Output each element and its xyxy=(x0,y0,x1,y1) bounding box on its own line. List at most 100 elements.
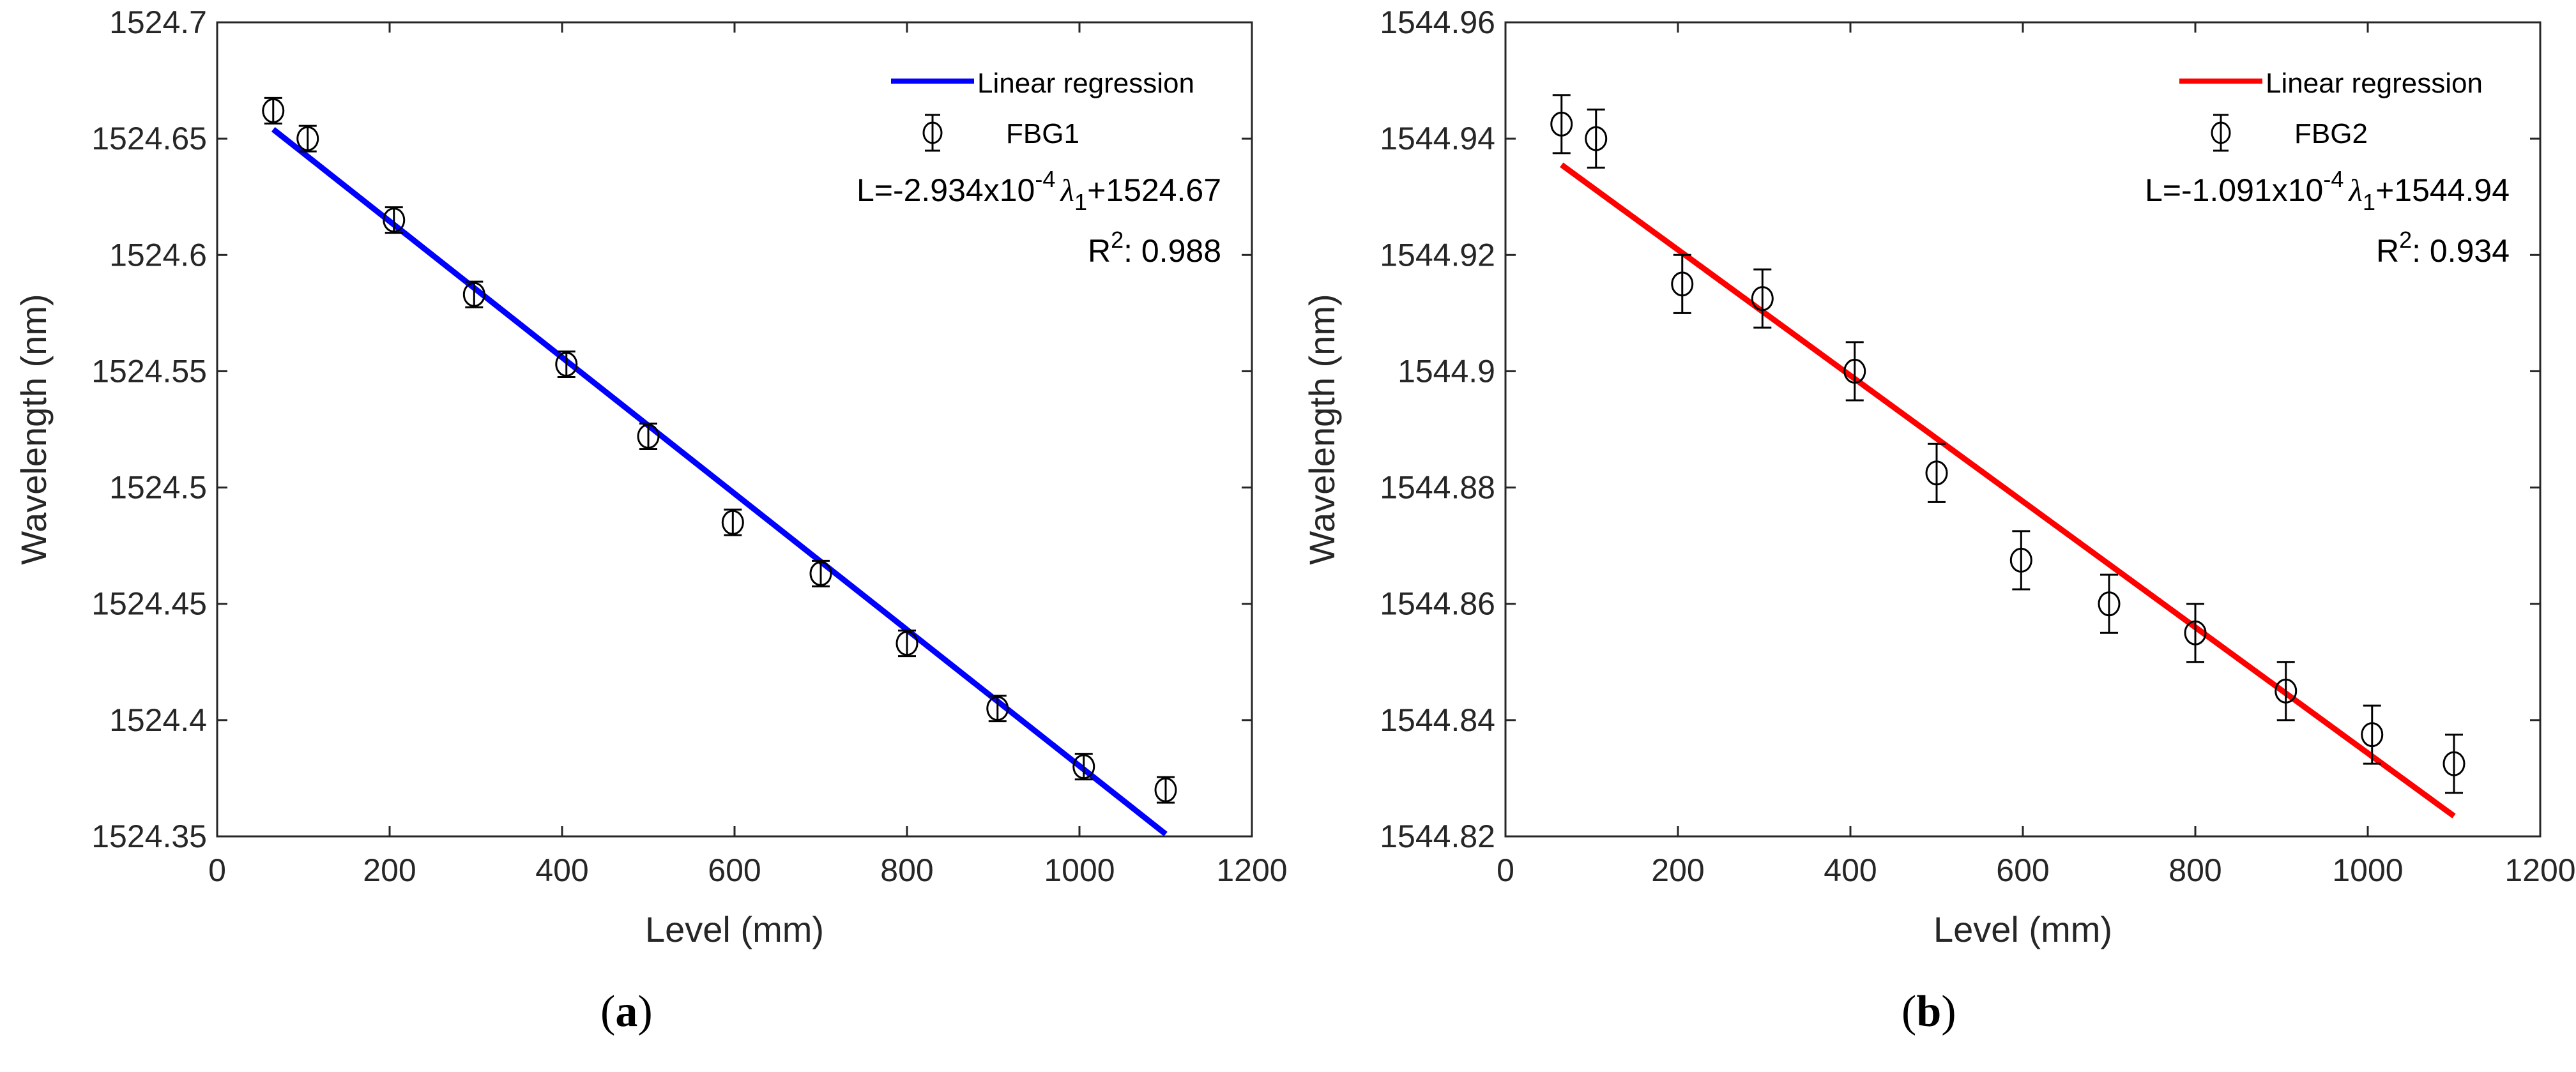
data-marker xyxy=(262,98,285,123)
data-point xyxy=(462,280,485,308)
regression-line xyxy=(1560,162,2456,819)
data-marker xyxy=(637,423,660,449)
data-point xyxy=(1751,268,1774,329)
y-axis-label: Wavelength (nm) xyxy=(13,294,54,564)
panel-a-label: (a) xyxy=(600,987,653,1036)
data-marker xyxy=(1154,777,1177,803)
data-marker xyxy=(1072,754,1095,780)
equation-suffix: +1524.67 xyxy=(1087,172,1221,208)
r-squared-value: R2: 0.934 xyxy=(2376,227,2510,269)
data-point xyxy=(2009,530,2032,591)
data-marker xyxy=(2098,591,2121,617)
data-marker xyxy=(809,561,832,586)
chart-b-svg: 0 200 400 600 800 1000 1200 1544.82 1544.84 1544.… xyxy=(1302,4,2576,949)
x-tick-label: 800 xyxy=(880,852,933,888)
data-marker xyxy=(1550,111,1573,137)
data-point xyxy=(1925,442,1948,503)
data-point xyxy=(1671,253,1694,314)
data-point xyxy=(262,96,285,125)
equation-lambda: λ xyxy=(1059,172,1074,208)
y-tick-label: 1544.88 xyxy=(1380,470,1495,506)
chart-panel-a: 0 200 400 600 800 1000 1200 1524.35 1524.4 1524.4… xyxy=(13,4,1288,1036)
x-tick-label: 1000 xyxy=(1044,852,1115,888)
data-point xyxy=(555,350,578,379)
equation-suffix: +1544.94 xyxy=(2375,172,2510,208)
data-marker xyxy=(2184,620,2207,645)
y-tick-label: 1524.35 xyxy=(91,819,207,854)
legend-marker xyxy=(922,121,943,144)
data-marker xyxy=(986,696,1009,721)
legend-fit-label: Linear regression xyxy=(977,68,1194,99)
x-tick-label: 600 xyxy=(708,852,761,888)
r2-value: : 0.988 xyxy=(1124,233,1221,269)
data-point xyxy=(2275,661,2298,721)
r2-superscript: 2 xyxy=(2399,227,2412,253)
data-marker xyxy=(296,126,319,151)
data-marker xyxy=(1843,358,1866,384)
y-tick-label: 1524.6 xyxy=(109,237,207,273)
legend-marker xyxy=(2211,121,2231,144)
equation-prefix: L=-2.934x10 xyxy=(857,172,1035,208)
x-tick-label: 1000 xyxy=(2332,852,2403,888)
chart-panel-b: 0 200 400 600 800 1000 1200 1544.82 1544.84 1544.… xyxy=(1288,0,2576,1072)
data-point xyxy=(383,206,406,234)
legend-data-label: FBG1 xyxy=(1006,118,1079,149)
r-squared-value: R2: 0.988 xyxy=(1088,227,1221,269)
equation-lambda: λ xyxy=(2347,172,2363,208)
plot-area-frame xyxy=(216,21,1253,838)
data-marker xyxy=(1751,286,1774,312)
r2-superscript: 2 xyxy=(1111,227,1124,253)
data-marker xyxy=(2009,547,2032,573)
data-point xyxy=(896,630,918,658)
data-point xyxy=(986,695,1009,723)
data-point xyxy=(296,125,319,153)
x-tick-label: 400 xyxy=(535,852,588,888)
equation-exponent: -4 xyxy=(2323,166,2344,192)
x-axis-label: Level (mm) xyxy=(645,909,824,949)
data-point xyxy=(1154,776,1177,804)
legend-data-label: FBG2 xyxy=(2294,118,2368,149)
x-axis-label: Level (mm) xyxy=(1933,909,2112,949)
y-tick-label: 1544.94 xyxy=(1380,121,1495,156)
data-marker xyxy=(721,510,744,535)
regression-line xyxy=(271,127,1168,836)
equation-exponent: -4 xyxy=(1035,166,1055,192)
equation-subscript: 1 xyxy=(1074,189,1087,215)
data-marker xyxy=(1671,271,1694,297)
x-tick-label: 200 xyxy=(1651,852,1704,888)
y-tick-label: 1544.86 xyxy=(1380,586,1495,622)
data-marker xyxy=(383,208,406,233)
x-tick-label: 400 xyxy=(1824,852,1877,888)
data-point xyxy=(2443,734,2465,794)
x-tick-label: 800 xyxy=(2168,852,2222,888)
plot-area-frame xyxy=(1504,21,2542,838)
data-point xyxy=(1072,753,1095,781)
y-tick-label: 1524.5 xyxy=(109,470,207,506)
r2-value: : 0.934 xyxy=(2412,233,2510,269)
panel-b-label: (b) xyxy=(1902,987,1956,1036)
x-tick-label: 1200 xyxy=(2504,852,2575,888)
x-tick-label: 1200 xyxy=(1216,852,1287,888)
data-marker xyxy=(2275,678,2298,704)
data-point xyxy=(1843,341,1866,402)
data-point xyxy=(2098,573,2121,634)
data-marker xyxy=(555,352,578,377)
x-tick-label: 600 xyxy=(1996,852,2049,888)
data-marker xyxy=(462,282,485,307)
regression-equation: L=-1.091x10-4 λ1+1544.94 xyxy=(2145,166,2510,215)
data-point xyxy=(1585,109,1608,169)
y-tick-label: 1544.92 xyxy=(1380,237,1495,273)
x-tick-label: 0 xyxy=(1497,852,1514,888)
x-tick-label: 200 xyxy=(363,852,416,888)
r2-prefix: R xyxy=(2376,233,2399,269)
data-point xyxy=(1550,94,1573,155)
data-point xyxy=(2184,603,2207,663)
data-point xyxy=(2361,704,2384,765)
y-tick-label: 1524.65 xyxy=(91,121,207,156)
y-tick-label: 1544.9 xyxy=(1398,353,1495,389)
y-tick-label: 1524.4 xyxy=(109,702,207,738)
regression-equation: L=-2.934x10-4 λ1+1524.67 xyxy=(857,166,1221,215)
y-tick-label: 1524.55 xyxy=(91,353,207,389)
y-tick-label: 1544.84 xyxy=(1380,702,1495,738)
y-tick-label: 1524.7 xyxy=(109,4,207,40)
